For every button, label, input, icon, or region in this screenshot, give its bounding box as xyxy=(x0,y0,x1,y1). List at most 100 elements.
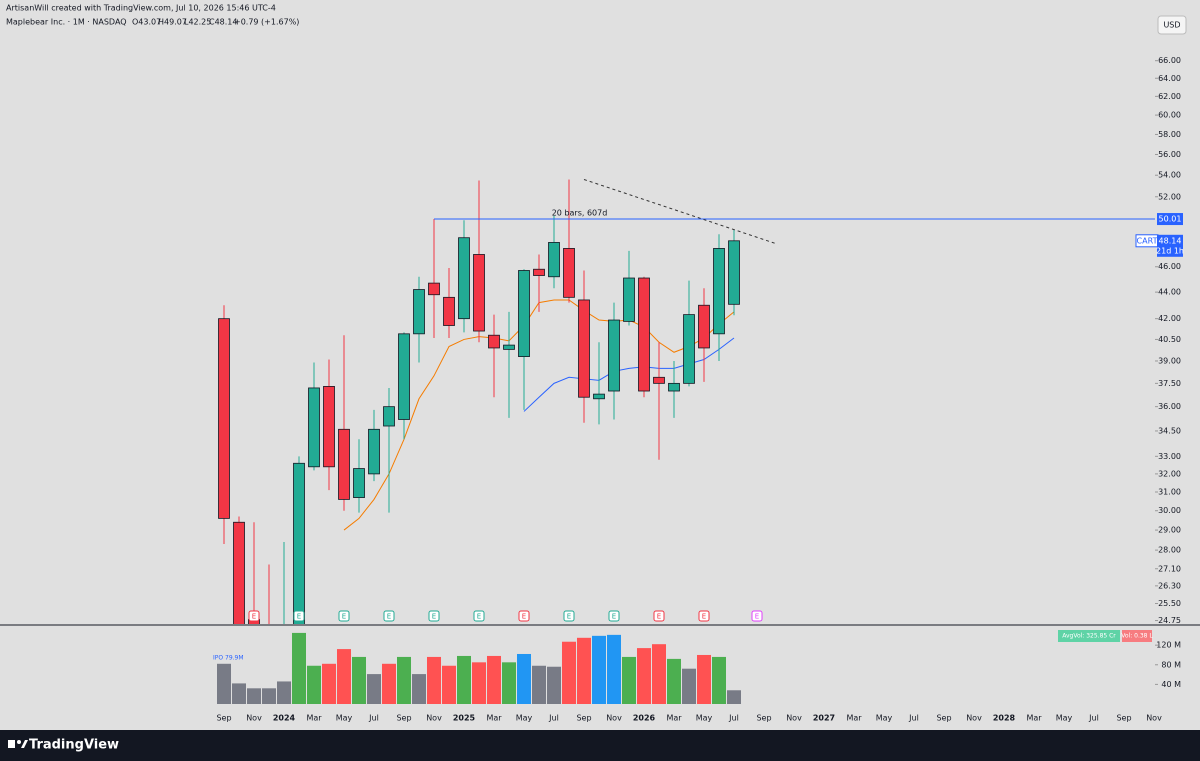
volume-bar xyxy=(457,655,471,704)
trendline xyxy=(583,178,777,245)
footer xyxy=(0,730,1200,761)
candle-body xyxy=(293,462,305,624)
volume-bar xyxy=(382,663,396,704)
candle-body xyxy=(608,319,620,392)
x-tick-label: Sep xyxy=(1116,714,1131,723)
x-tick-label: 2024 xyxy=(273,714,296,723)
candle-body xyxy=(653,376,665,384)
x-tick-label: Nov xyxy=(426,714,442,723)
x-tick-label: May xyxy=(336,714,353,723)
vol-label: Vol: 0.38 L xyxy=(1121,633,1153,640)
candle-body xyxy=(338,428,350,500)
x-tick-label: Sep xyxy=(576,714,591,723)
low: L42.25 xyxy=(184,18,211,27)
volume-bar xyxy=(427,656,441,704)
vol-bg xyxy=(1122,630,1152,642)
candle-body xyxy=(443,296,455,326)
earnings-label: E xyxy=(387,613,391,621)
hline-label: 50.01 xyxy=(1159,215,1182,224)
candle-body xyxy=(683,314,695,384)
volume-bar xyxy=(637,648,651,704)
volume-bar xyxy=(277,681,291,704)
volume-bar xyxy=(442,665,456,704)
currency-button[interactable] xyxy=(1157,15,1187,35)
open: O43.07 xyxy=(132,18,161,27)
earnings-marker xyxy=(698,610,710,622)
y-tick-label: 58.00 xyxy=(1158,130,1181,139)
currency[interactable]: USD xyxy=(1163,21,1180,30)
volume-bar xyxy=(622,656,636,704)
candle-body xyxy=(413,289,425,335)
earnings-marker xyxy=(293,610,305,622)
volume-bar xyxy=(697,654,711,704)
volume-bar xyxy=(397,656,411,704)
y-tick-label: 37.50 xyxy=(1158,379,1181,388)
candle-body xyxy=(578,299,590,398)
earnings-label: E xyxy=(612,613,616,621)
x-tick-label: 2025 xyxy=(453,714,476,723)
x-tick-label: May xyxy=(696,714,713,723)
y-tick-label: 34.50 xyxy=(1158,426,1181,435)
earnings-marker xyxy=(518,610,530,622)
volume-bar xyxy=(577,637,591,704)
candle-body xyxy=(473,254,485,332)
candle-body xyxy=(638,277,650,392)
x-tick-label: 2027 xyxy=(813,714,835,723)
brand: TradingView xyxy=(29,738,119,753)
price-label: 48.14 xyxy=(1159,236,1182,245)
volume-bar xyxy=(727,690,741,704)
volume-bar xyxy=(307,665,321,704)
y-tick-label: 42.00 xyxy=(1158,314,1181,323)
volume-tick-label: 120 M xyxy=(1156,641,1181,650)
close: C48.14 xyxy=(209,18,238,27)
symbol-label: CART xyxy=(1137,236,1158,245)
volume-bar xyxy=(247,688,261,704)
volume-bar xyxy=(712,656,726,704)
x-tick-label: Mar xyxy=(306,714,322,723)
x-tick-label: Nov xyxy=(246,714,262,723)
x-tick-label: Mar xyxy=(1026,714,1042,723)
volume-tick-label: 40 M xyxy=(1161,680,1181,689)
earnings-label: E xyxy=(342,613,346,621)
x-tick-label: May xyxy=(1056,714,1073,723)
candle-body xyxy=(458,237,470,320)
earnings-marker xyxy=(563,610,575,622)
earnings-marker xyxy=(428,610,440,622)
volume-bar xyxy=(262,688,276,704)
background xyxy=(0,0,1200,730)
volume-bar xyxy=(652,644,666,704)
candle-body xyxy=(668,382,680,392)
candle-body xyxy=(488,334,500,349)
x-tick-label: Nov xyxy=(606,714,622,723)
candle-body xyxy=(593,393,605,400)
x-tick-label: 2028 xyxy=(993,714,1016,723)
candle-body xyxy=(353,468,365,498)
earnings-marker xyxy=(383,610,395,622)
volume-bar xyxy=(547,666,561,704)
credit: ArtisanWill created with TradingView.com… xyxy=(6,4,276,13)
earnings-label: E xyxy=(522,613,526,621)
price-pane xyxy=(218,179,740,624)
candle-body xyxy=(503,344,515,350)
earnings-marker xyxy=(338,610,350,622)
candle-body xyxy=(428,282,440,296)
volume-bar xyxy=(502,662,516,704)
countdown: 21d 1h xyxy=(1156,246,1184,255)
y-tick-label: 64.00 xyxy=(1158,74,1181,83)
hline-label-bg xyxy=(1157,213,1183,226)
candle-body xyxy=(623,277,635,322)
x-tick-label: Sep xyxy=(216,714,231,723)
x-tick-label: Nov xyxy=(966,714,982,723)
candle-body xyxy=(533,268,545,276)
earnings-label: E xyxy=(297,613,301,621)
y-tick-label: 44.00 xyxy=(1158,288,1181,297)
x-tick-label: Mar xyxy=(846,714,862,723)
volume-bar xyxy=(562,641,576,704)
ipo-label: IPO 79.9M xyxy=(213,655,244,662)
y-tick-label: 60.00 xyxy=(1158,111,1181,120)
x-tick-label: May xyxy=(876,714,893,723)
candle-body xyxy=(713,248,725,335)
earnings-label: E xyxy=(252,613,256,621)
x-tick-label: Sep xyxy=(396,714,411,723)
